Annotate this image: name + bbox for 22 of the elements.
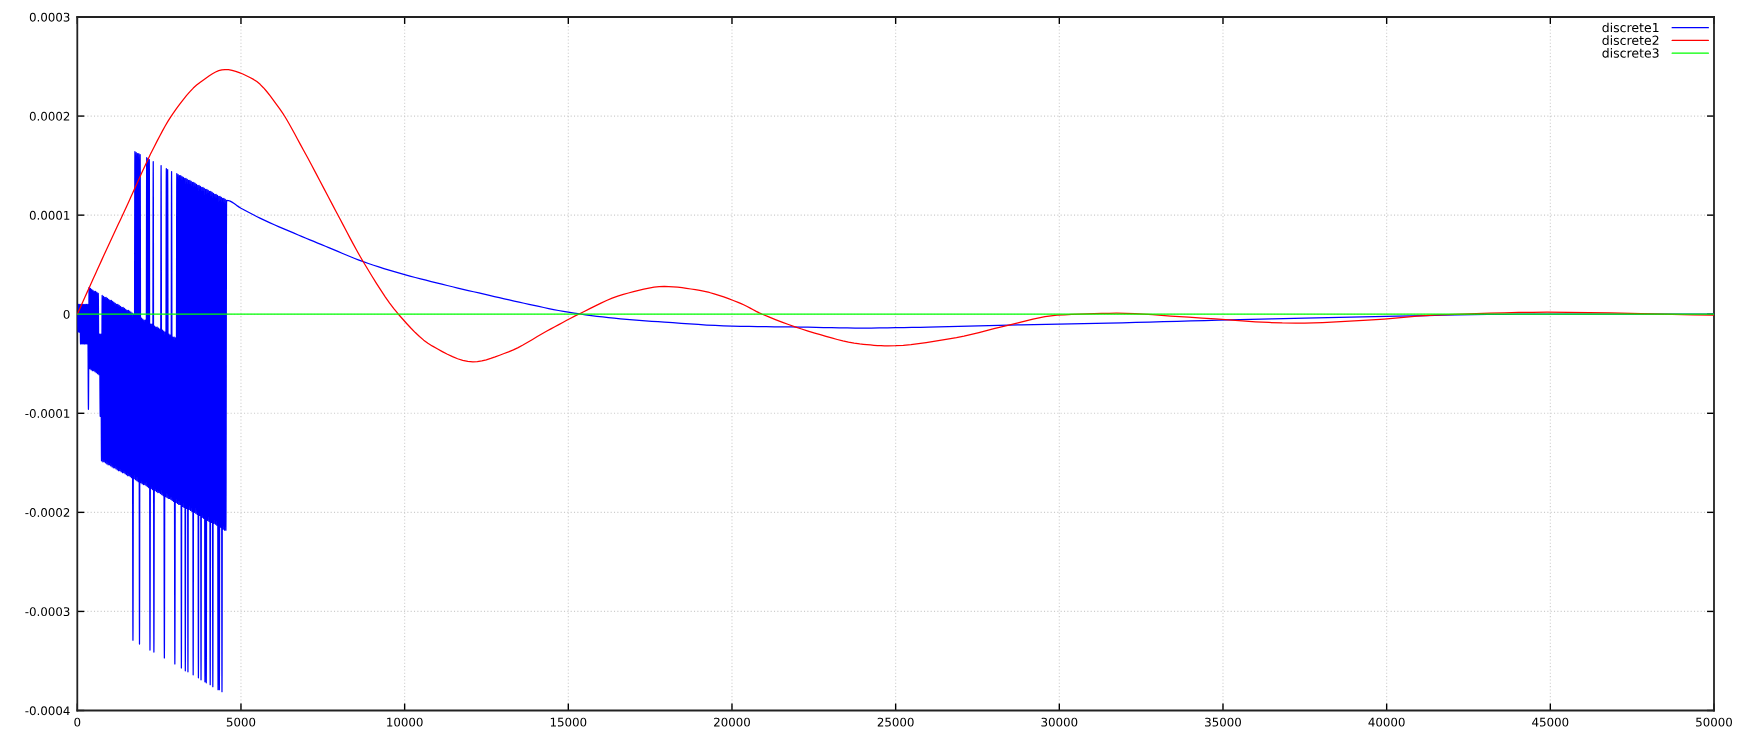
legend-label: discrete1 [1602, 22, 1659, 33]
y-tick-label: -0.0001 [25, 409, 70, 418]
y-tick-label: 0.0003 [29, 12, 70, 22]
x-tick-label: 20000 [714, 717, 750, 727]
x-tick-label: 35000 [1205, 717, 1241, 727]
y-tick-label: 0.0002 [29, 111, 70, 121]
y-tick-label: 0.0001 [29, 210, 70, 220]
x-tick-label: 40000 [1368, 717, 1405, 727]
x-tick-label: 10000 [387, 717, 423, 727]
x-tick-label: 50000 [1696, 717, 1732, 727]
x-tick-label: 45000 [1532, 717, 1569, 727]
legend-label: discrete3 [1602, 48, 1659, 58]
y-tick-label: -0.0004 [25, 706, 70, 716]
x-tick-label: 15000 [550, 717, 587, 727]
x-tick-label: 5000 [226, 717, 256, 727]
y-tick-label: -0.0003 [25, 607, 70, 617]
x-tick-label: 25000 [877, 717, 914, 727]
y-tick-label: 0 [63, 309, 70, 319]
x-tick-label: 0 [74, 717, 81, 727]
legend-label: discrete2 [1602, 35, 1659, 46]
y-tick-label: -0.0002 [25, 508, 70, 518]
x-tick-label: 30000 [1041, 717, 1078, 727]
